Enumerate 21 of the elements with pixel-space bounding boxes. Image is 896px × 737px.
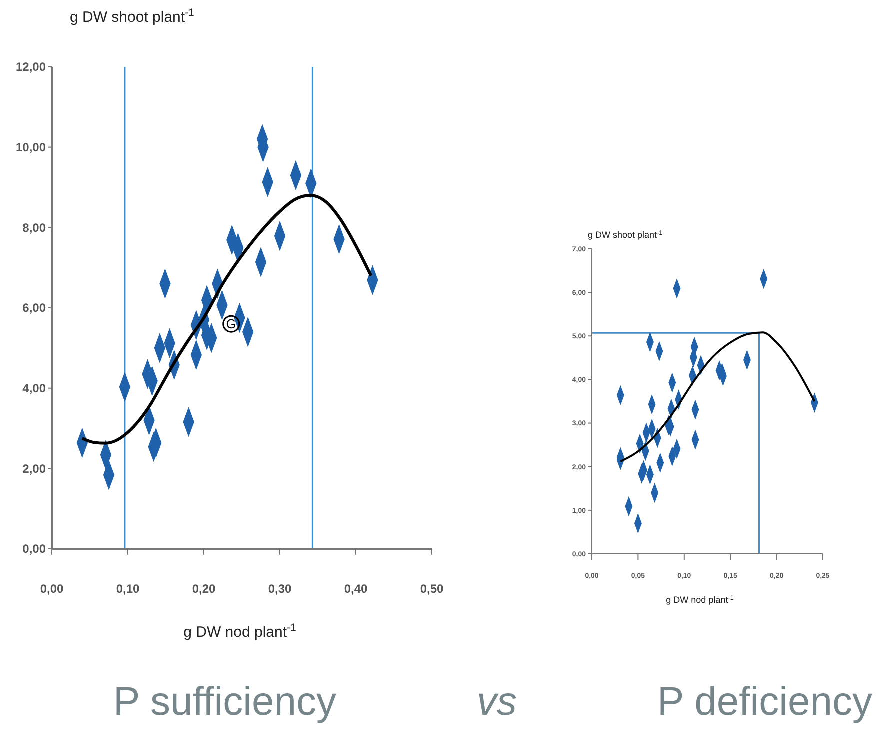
text: P deficiency: [658, 680, 872, 724]
x-tick-label: 0,00: [40, 582, 64, 596]
y-tick-label: 10,00: [16, 140, 46, 155]
x-tick-label: 0,10: [116, 582, 140, 596]
x-tick-label: 0,20: [192, 582, 216, 596]
y-tick-label: 12,00: [16, 60, 46, 74]
y-tick-label: 2,00: [22, 462, 46, 476]
x-axis-title: g DW nod plant$^{-1}$: [184, 622, 297, 641]
y-tick-label: 8,00: [22, 220, 46, 235]
x-tick-label: 0,50: [420, 582, 444, 596]
x-axis-title: g DW nod plant$^{-1}$: [666, 594, 734, 605]
y-axis-title: g DW shoot plant$^{-1}$: [588, 230, 664, 240]
y-axis-title: g DW shoot plant$^{-1}$: [70, 7, 195, 26]
annotation: G: [226, 316, 236, 332]
y-tick-label: 0,00: [22, 542, 46, 556]
y-tick-label: 4,00: [22, 382, 46, 396]
y-tick-label: 6,00: [22, 301, 46, 316]
text: vs: [477, 680, 517, 724]
x-tick-label: 0,30: [268, 582, 292, 596]
x-tick-label: 0,40: [344, 582, 368, 596]
text: P sufficiency: [113, 680, 337, 724]
